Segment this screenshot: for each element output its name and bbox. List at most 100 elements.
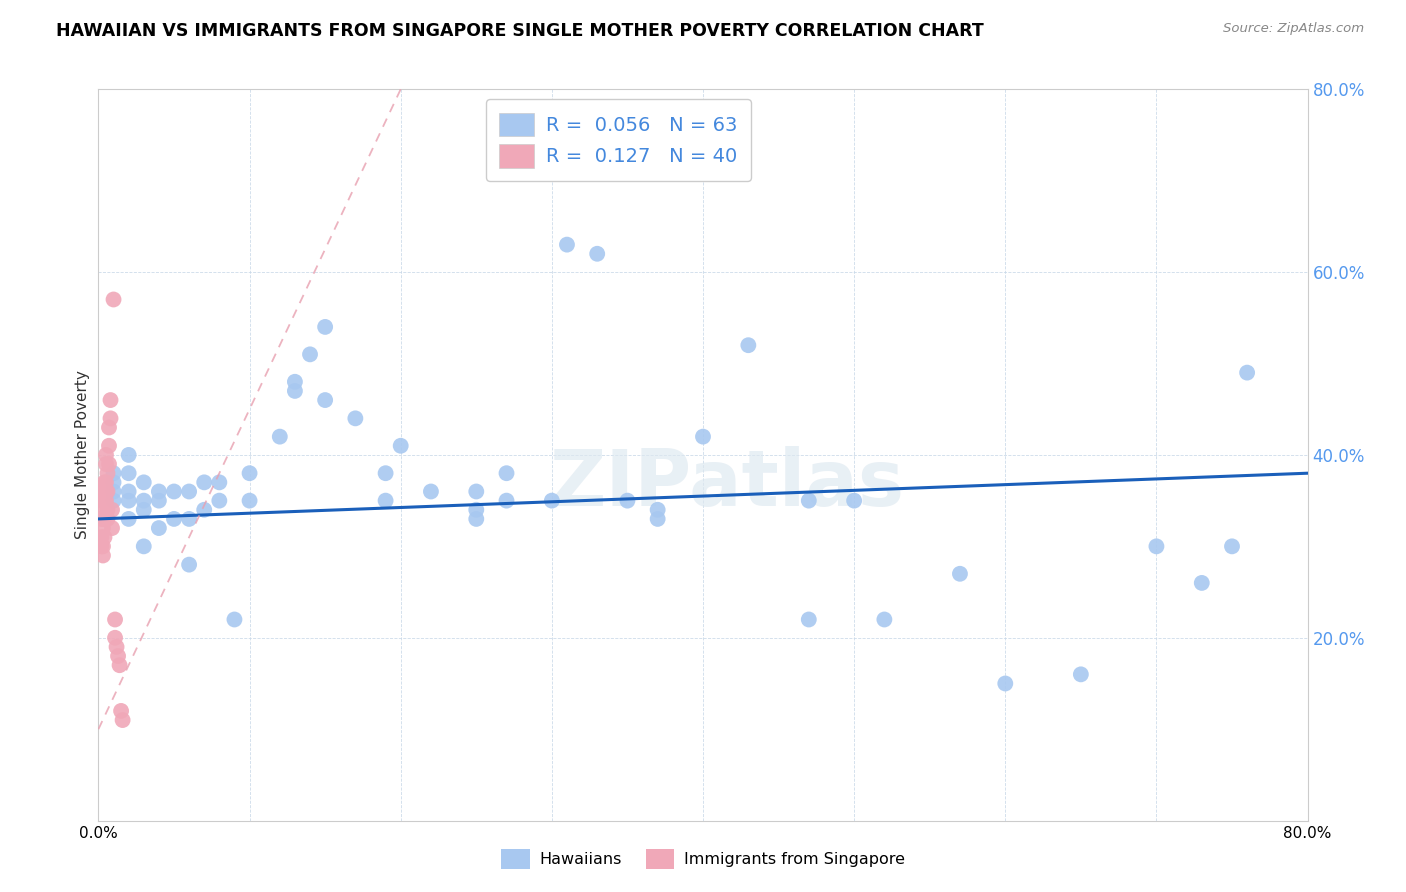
Point bbox=[94, 457, 117, 471]
Point bbox=[103, 293, 125, 307]
Point bbox=[148, 484, 170, 499]
Point bbox=[91, 539, 114, 553]
Point bbox=[177, 484, 201, 499]
Point bbox=[586, 246, 609, 260]
Point bbox=[118, 484, 141, 499]
Point bbox=[495, 493, 517, 508]
Point bbox=[177, 558, 201, 572]
Point bbox=[94, 448, 117, 462]
Point bbox=[148, 521, 170, 535]
Point bbox=[1220, 539, 1243, 553]
Point bbox=[797, 613, 820, 627]
Point bbox=[193, 475, 215, 490]
Point bbox=[163, 512, 186, 526]
Point bbox=[797, 493, 820, 508]
Point bbox=[193, 502, 215, 516]
Point bbox=[98, 439, 121, 453]
Point bbox=[91, 549, 114, 563]
Point bbox=[269, 430, 291, 444]
Point bbox=[284, 375, 307, 389]
Point bbox=[239, 466, 262, 480]
Point bbox=[132, 502, 155, 516]
Point bbox=[132, 493, 155, 508]
Point bbox=[314, 392, 336, 407]
Point bbox=[132, 539, 155, 553]
Point bbox=[96, 502, 118, 516]
Point bbox=[100, 392, 122, 407]
Point bbox=[374, 493, 396, 508]
Point bbox=[208, 475, 231, 490]
Point bbox=[98, 457, 121, 471]
Point bbox=[299, 347, 322, 361]
Point bbox=[177, 512, 201, 526]
Point bbox=[465, 484, 488, 499]
Point bbox=[104, 631, 127, 645]
Point bbox=[419, 484, 441, 499]
Point bbox=[107, 649, 129, 664]
Point bbox=[108, 658, 131, 673]
Point bbox=[90, 493, 112, 508]
Point bbox=[389, 439, 412, 453]
Point bbox=[104, 613, 127, 627]
Text: HAWAIIAN VS IMMIGRANTS FROM SINGAPORE SINGLE MOTHER POVERTY CORRELATION CHART: HAWAIIAN VS IMMIGRANTS FROM SINGAPORE SI… bbox=[56, 22, 984, 40]
Point bbox=[103, 484, 125, 499]
Point bbox=[118, 466, 141, 480]
Point bbox=[374, 466, 396, 480]
Point bbox=[314, 320, 336, 334]
Point bbox=[118, 493, 141, 508]
Point bbox=[1070, 667, 1092, 681]
Point bbox=[103, 475, 125, 490]
Point bbox=[91, 521, 114, 535]
Point bbox=[1191, 576, 1213, 591]
Legend: R =  0.056   N = 63, R =  0.127   N = 40: R = 0.056 N = 63, R = 0.127 N = 40 bbox=[485, 99, 751, 181]
Point bbox=[98, 420, 121, 434]
Point bbox=[90, 512, 112, 526]
Point bbox=[873, 613, 896, 627]
Point bbox=[93, 530, 115, 544]
Point bbox=[1144, 539, 1167, 553]
Point bbox=[118, 448, 141, 462]
Point bbox=[616, 493, 638, 508]
Point bbox=[692, 430, 714, 444]
Point bbox=[96, 466, 118, 480]
Point bbox=[90, 539, 112, 553]
Point bbox=[118, 512, 141, 526]
Point bbox=[284, 384, 307, 398]
Text: ZIPatlas: ZIPatlas bbox=[550, 446, 904, 522]
Point bbox=[344, 411, 367, 425]
Point bbox=[94, 484, 117, 499]
Point bbox=[208, 493, 231, 508]
Point bbox=[949, 566, 972, 581]
Legend: Hawaiians, Immigrants from Singapore: Hawaiians, Immigrants from Singapore bbox=[495, 843, 911, 875]
Point bbox=[555, 237, 578, 252]
Point bbox=[93, 493, 115, 508]
Point bbox=[132, 475, 155, 490]
Point bbox=[465, 502, 488, 516]
Point bbox=[239, 493, 262, 508]
Point bbox=[540, 493, 562, 508]
Point bbox=[93, 512, 115, 526]
Point bbox=[844, 493, 866, 508]
Point bbox=[91, 512, 114, 526]
Point bbox=[93, 484, 115, 499]
Point bbox=[96, 512, 118, 526]
Point bbox=[647, 502, 669, 516]
Point bbox=[105, 640, 128, 654]
Point bbox=[110, 704, 132, 718]
Point bbox=[465, 512, 488, 526]
Point bbox=[1236, 366, 1258, 380]
Point bbox=[148, 493, 170, 508]
Point bbox=[737, 338, 759, 352]
Point bbox=[100, 411, 122, 425]
Y-axis label: Single Mother Poverty: Single Mother Poverty bbox=[75, 370, 90, 540]
Point bbox=[90, 530, 112, 544]
Point bbox=[90, 502, 112, 516]
Text: Source: ZipAtlas.com: Source: ZipAtlas.com bbox=[1223, 22, 1364, 36]
Point bbox=[495, 466, 517, 480]
Point bbox=[96, 484, 118, 499]
Point bbox=[103, 466, 125, 480]
Point bbox=[94, 493, 117, 508]
Point bbox=[91, 493, 114, 508]
Point bbox=[994, 676, 1017, 690]
Point bbox=[93, 475, 115, 490]
